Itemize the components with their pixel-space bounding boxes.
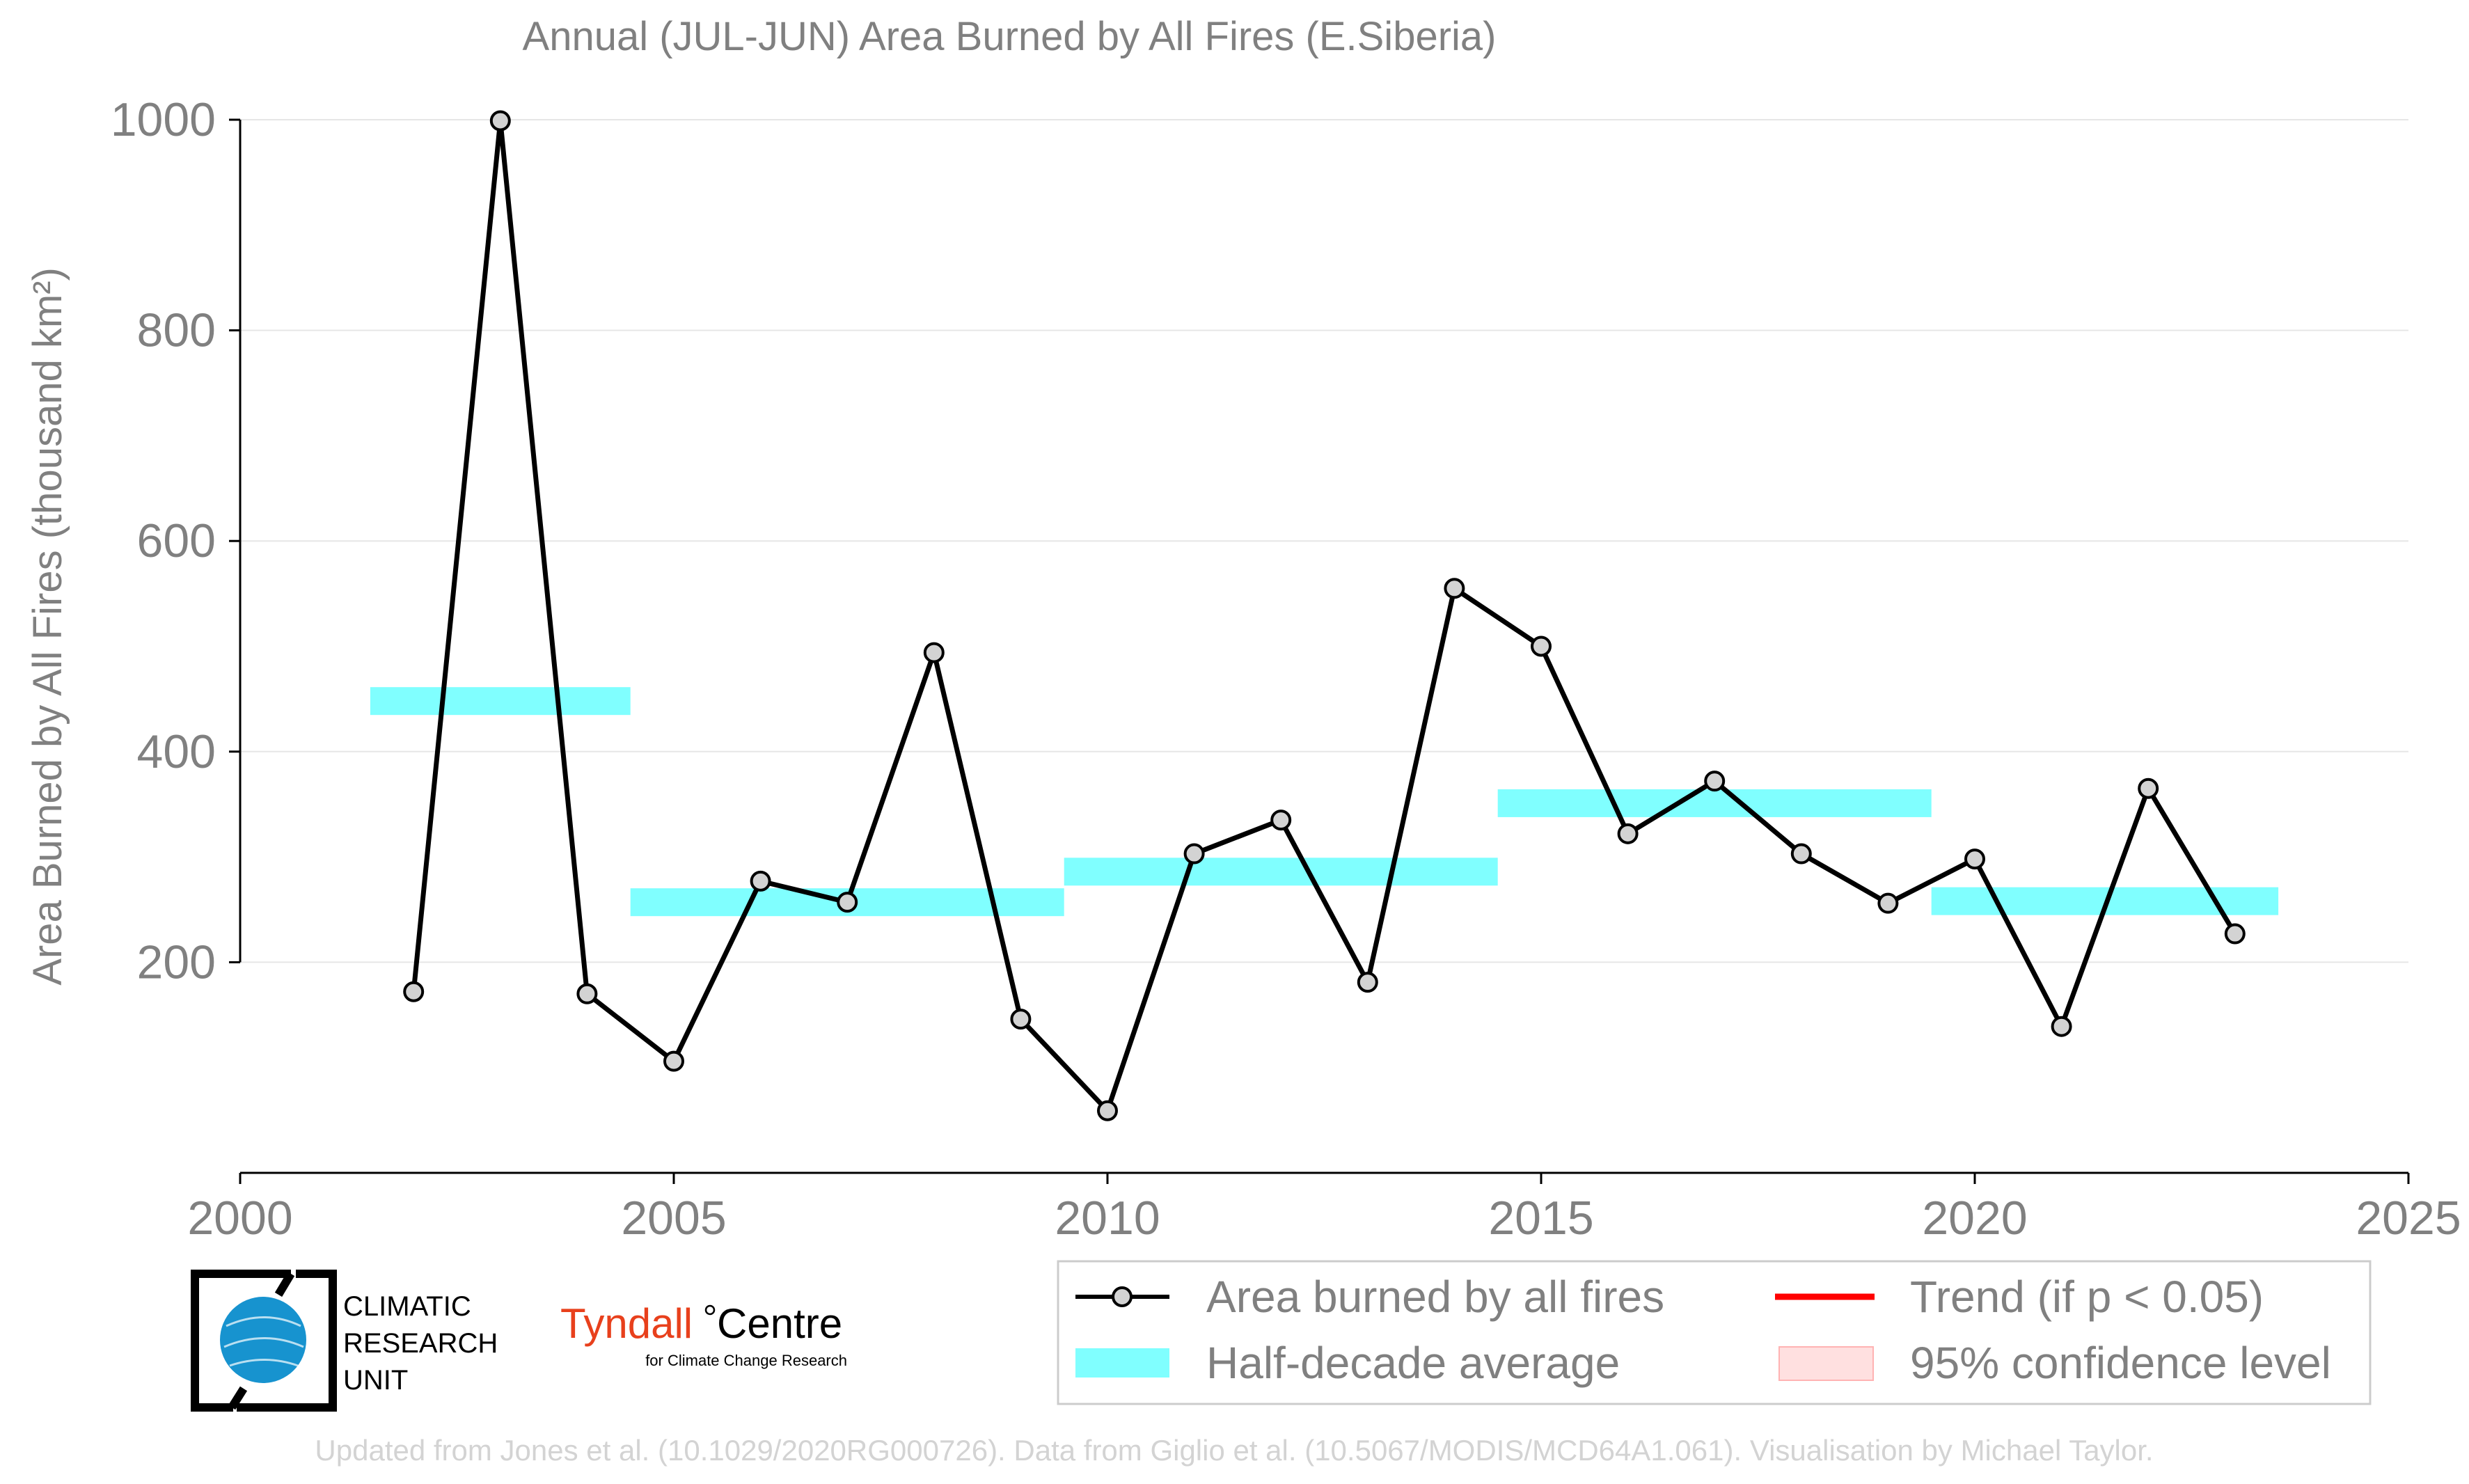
legend-label-confidence: 95% confidence level [1910, 1338, 2331, 1388]
series-line [411, 118, 2237, 1114]
cru-text-line3: UNIT [343, 1365, 408, 1396]
data-point [1444, 578, 1465, 599]
data-point [1790, 843, 1812, 865]
data-point [1617, 823, 1639, 844]
legend-label-trend: Trend (if p < 0.05) [1910, 1272, 2264, 1322]
data-point [663, 1050, 684, 1072]
half-decade-bar [1497, 789, 1932, 817]
data-point [750, 870, 771, 892]
gridlines [240, 119, 2408, 963]
tyndall-logo: Tyndall Centre for Climate Change Resear… [560, 1300, 847, 1369]
x-tick-label: 2010 [1055, 1192, 1160, 1245]
x-tick-label: 2015 [1488, 1192, 1593, 1245]
y-axis-label: Area Burned by All Fires (thousand km²) [25, 267, 70, 986]
legend: Area burned by all fires Trend (if p < 0… [1057, 1260, 2372, 1405]
axes: 2000 2005 2010 2015 2020 2025 200 400 600 800 1000 [111, 93, 2461, 1245]
data-point [923, 642, 945, 663]
tyndall-subtitle: for Climate Change Research [645, 1352, 847, 1369]
y-tick-label: 200 [137, 936, 216, 988]
tyndall-name: Tyndall [560, 1300, 693, 1347]
footer-credit: Updated from Jones et al. (10.1029/2020R… [315, 1434, 2153, 1467]
legend-label-area-burned: Area burned by all fires [1206, 1272, 1664, 1322]
tyndall-centre: Centre [717, 1300, 842, 1347]
data-point [2051, 1016, 2072, 1037]
data-point [1357, 972, 1378, 993]
data-point [1704, 771, 1726, 792]
data-point [837, 892, 858, 913]
legend-marker-icon [1112, 1286, 1133, 1307]
cru-frame-icon [191, 1270, 337, 1412]
half-decade-average-bars [370, 687, 2279, 917]
data-point [2224, 923, 2246, 945]
series-area-burned [403, 110, 2246, 1121]
data-point [1010, 1009, 1032, 1030]
data-point [1531, 636, 1552, 657]
half-decade-bar [370, 687, 631, 716]
half-decade-bar [1064, 858, 1498, 886]
data-point [576, 983, 598, 1004]
data-point [1964, 848, 1985, 870]
legend-frame [1057, 1260, 2372, 1405]
chart-title: Annual (JUL-JUN) Area Burned by All Fire… [523, 14, 1497, 59]
data-point [403, 981, 425, 1002]
cru-text-line2: RESEARCH [343, 1328, 498, 1359]
x-tick-label: 2000 [187, 1192, 292, 1245]
data-point [2138, 777, 2159, 799]
y-tick-label: 800 [137, 304, 216, 357]
cru-text-line1: CLIMATIC [343, 1291, 471, 1322]
x-tick-label: 2005 [621, 1192, 726, 1245]
y-tick-label: 600 [137, 514, 216, 567]
y-tick-label: 400 [137, 725, 216, 778]
legend-label-half-decade: Half-decade average [1206, 1338, 1620, 1388]
cru-globe-icon [220, 1297, 306, 1383]
legend-patch-half-decade-icon [1075, 1348, 1169, 1378]
x-tick-label: 2020 [1922, 1192, 2027, 1245]
data-point [489, 110, 511, 132]
data-point [1877, 892, 1899, 914]
cru-logo: CLIMATIC RESEARCH UNIT [191, 1270, 498, 1412]
y-tick-label: 1000 [111, 93, 216, 146]
data-point [1183, 843, 1205, 865]
x-tick-label: 2025 [2356, 1192, 2461, 1245]
data-point [1097, 1100, 1118, 1121]
legend-patch-confidence-icon [1778, 1346, 1874, 1381]
data-point [1270, 810, 1292, 831]
degree-icon [704, 1304, 716, 1316]
